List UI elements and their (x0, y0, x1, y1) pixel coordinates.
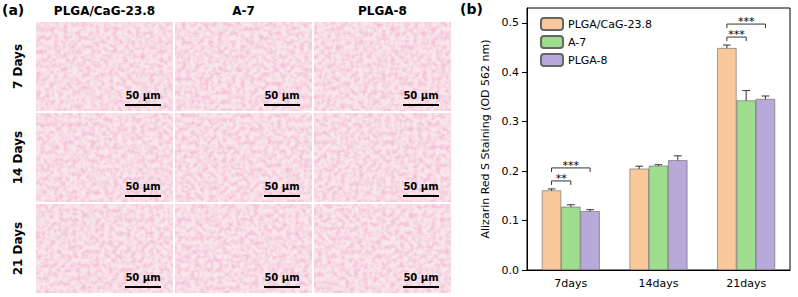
svg-text:***: *** (563, 159, 580, 172)
svg-text:7days: 7days (554, 277, 587, 290)
svg-text:**: ** (556, 172, 568, 185)
svg-text:A-7: A-7 (568, 36, 586, 49)
svg-text:PLGA-8: PLGA-8 (568, 54, 608, 67)
svg-text:0.4: 0.4 (502, 66, 520, 79)
svg-text:14days: 14days (639, 277, 679, 290)
svg-text:0.1: 0.1 (502, 214, 520, 227)
html-text:(b): (b) (460, 1, 483, 17)
svg-text:0.5: 0.5 (502, 16, 520, 29)
svg-text:50 μm: 50 μm (125, 90, 160, 101)
svg-text:(a): (a) (2, 2, 24, 18)
svg-text:0.3: 0.3 (502, 115, 520, 128)
svg-text:0.2: 0.2 (502, 165, 520, 178)
svg-text:Alizarin Red S Staining (OD 56: Alizarin Red S Staining (OD 562 nm) (479, 39, 492, 238)
svg-text:0.0: 0.0 (502, 264, 520, 277)
svg-text:PLGA-8: PLGA-8 (358, 4, 407, 18)
svg-text:50 μm: 50 μm (264, 90, 299, 101)
svg-text:7 Days: 7 Days (11, 44, 25, 89)
svg-text:50 μm: 50 μm (403, 90, 438, 101)
svg-text:14 Days: 14 Days (11, 131, 25, 185)
svg-text:PLGA/CaG-23.8: PLGA/CaG-23.8 (54, 4, 155, 18)
svg-text:50 μm: 50 μm (125, 181, 160, 192)
svg-text:A-7: A-7 (232, 4, 255, 18)
svg-text:***: *** (738, 15, 755, 28)
svg-text:50 μm: 50 μm (264, 181, 299, 192)
svg-text:50 μm: 50 μm (264, 272, 299, 283)
svg-text:***: *** (728, 28, 745, 41)
svg-text:PLGA/CaG-23.8: PLGA/CaG-23.8 (568, 18, 652, 31)
svg-text:21days: 21days (726, 277, 766, 290)
svg-text:50 μm: 50 μm (403, 181, 438, 192)
svg-text:50 μm: 50 μm (125, 272, 160, 283)
svg-text:50 μm: 50 μm (403, 272, 438, 283)
svg-text:21 Days: 21 Days (11, 222, 25, 276)
